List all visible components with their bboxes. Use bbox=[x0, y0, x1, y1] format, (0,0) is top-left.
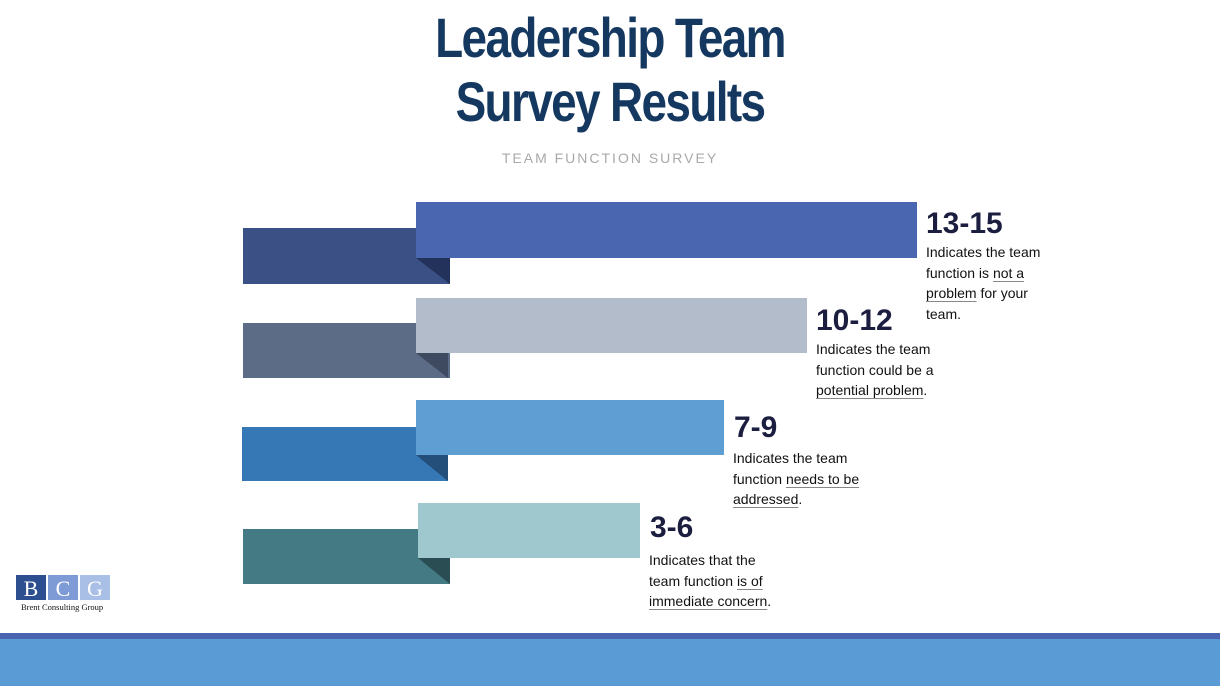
desc-1-text-d: team. bbox=[926, 305, 962, 322]
front-bar-1 bbox=[416, 202, 917, 258]
desc-2-text-a: Indicates the team bbox=[816, 341, 931, 357]
desc-2-text-b: function could be a bbox=[816, 361, 934, 378]
description-3: Indicates the team function needs to be … bbox=[733, 448, 873, 510]
desc-1-underline-b: problem bbox=[926, 285, 977, 301]
desc-3-text-c: . bbox=[798, 491, 803, 507]
desc-3-underline-a: needs to be bbox=[785, 470, 860, 487]
page-title: Leadership Team Survey Results bbox=[110, 6, 1110, 134]
footer-band bbox=[0, 639, 1220, 686]
range-label-3: 7-9 bbox=[734, 411, 778, 444]
desc-4-text-b: team function bbox=[649, 572, 737, 589]
description-2: Indicates the team function could be a p… bbox=[816, 339, 956, 401]
desc-1-text-c: for your bbox=[976, 285, 1028, 301]
desc-3-underline-b: addressed bbox=[733, 491, 799, 507]
title-line-1: Leadership Team bbox=[435, 6, 786, 69]
desc-1-text-b: function is bbox=[926, 264, 993, 281]
desc-3-text-b: function bbox=[733, 470, 786, 487]
back-bar-1 bbox=[243, 228, 450, 284]
footer-accent-line bbox=[0, 633, 1220, 639]
desc-2-underline-a: potential problem bbox=[816, 382, 924, 398]
description-4: Indicates that the team function is of i… bbox=[649, 550, 789, 612]
desc-4-underline-b: immediate concern bbox=[649, 593, 768, 609]
logo-letter-b: B bbox=[16, 575, 46, 601]
front-bar-2 bbox=[416, 298, 807, 353]
subtitle: TEAM FUNCTION SURVEY bbox=[501, 150, 719, 166]
logo-letter-g: G bbox=[80, 575, 110, 601]
logo-caption: Brent Consulting Group bbox=[21, 602, 104, 612]
range-label-4: 3-6 bbox=[650, 511, 694, 544]
fold-3 bbox=[416, 455, 448, 481]
range-label-1: 13-15 bbox=[926, 207, 1003, 240]
desc-1-text-a: Indicates the team bbox=[926, 244, 1041, 260]
desc-1-underline-a: not a bbox=[992, 264, 1025, 281]
desc-4-text-c: . bbox=[767, 593, 772, 609]
back-bar-2 bbox=[243, 323, 450, 378]
fold-1 bbox=[416, 258, 450, 284]
back-bar-4 bbox=[243, 529, 450, 584]
desc-2-text-c: . bbox=[923, 382, 928, 398]
company-logo: B C G Brent Consulting Group bbox=[16, 575, 122, 612]
desc-3-text-a: Indicates the team bbox=[733, 450, 848, 466]
range-label-2: 10-12 bbox=[816, 304, 893, 337]
desc-4-text-a: Indicates that the bbox=[649, 552, 756, 568]
fold-2 bbox=[416, 353, 448, 378]
front-bar-3 bbox=[416, 400, 724, 455]
description-1: Indicates the team function is not a pro… bbox=[926, 242, 1056, 324]
title-line-2: Survey Results bbox=[455, 70, 766, 133]
back-bar-3 bbox=[242, 427, 448, 481]
fold-4 bbox=[418, 558, 450, 584]
desc-4-underline-a: is of bbox=[736, 572, 763, 589]
front-bar-4 bbox=[418, 503, 640, 558]
logo-letter-c: C bbox=[48, 575, 78, 601]
